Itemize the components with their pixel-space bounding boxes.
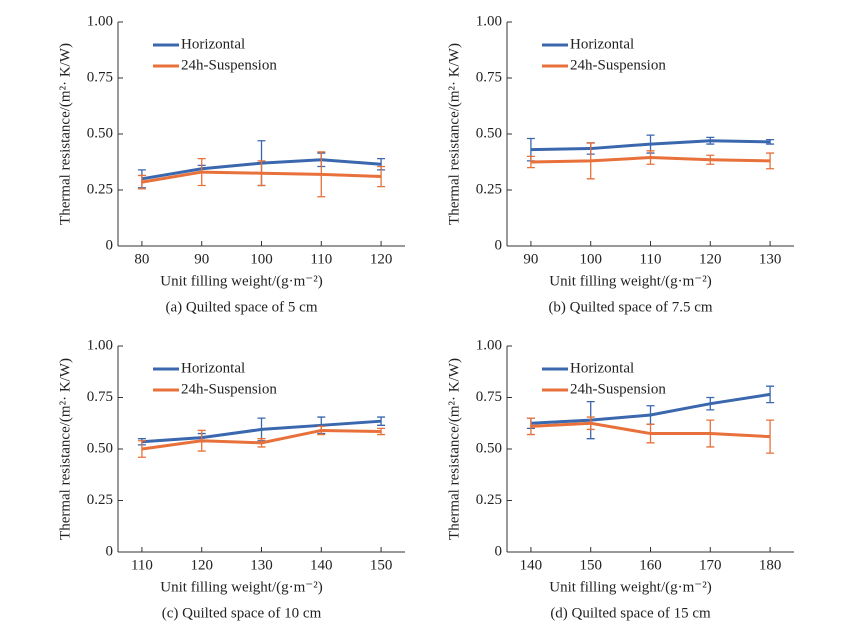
- y-tick-label: 0: [495, 237, 503, 253]
- legend-label: Horizontal: [570, 360, 634, 376]
- x-tick-label: 140: [520, 557, 543, 573]
- y-tick-label: 0.75: [476, 389, 502, 405]
- y-tick-label: 0.50: [87, 440, 113, 456]
- x-tick-label: 110: [131, 557, 153, 573]
- y-tick-label: 0: [495, 543, 503, 559]
- error-bar: [197, 429, 206, 452]
- x-axis-label: Unit filling weight/(g·m⁻²): [549, 273, 711, 289]
- error-bar: [766, 419, 775, 454]
- y-tick-label: 0.25: [476, 492, 502, 508]
- x-tick-label: 120: [370, 251, 393, 267]
- x-tick-label: 150: [579, 557, 602, 573]
- x-tick-label: 130: [250, 557, 273, 573]
- error-bar: [706, 419, 715, 448]
- error-bar: [526, 155, 535, 169]
- x-tick-label: 180: [759, 557, 782, 573]
- error-bar: [257, 438, 266, 448]
- y-tick-label: 1.00: [87, 13, 113, 29]
- legend-label: 24h-Suspension: [570, 57, 666, 73]
- y-tick-label: 0: [106, 543, 114, 559]
- y-tick-label: 0: [106, 237, 114, 253]
- error-bar: [377, 165, 386, 188]
- caption: (d) Quilted space of 15 cm: [550, 605, 711, 621]
- error-bar: [766, 385, 775, 404]
- legend-label: Horizontal: [570, 36, 634, 52]
- x-tick-label: 90: [194, 251, 209, 267]
- error-bar: [317, 425, 326, 436]
- y-tick-label: 0.50: [476, 440, 502, 456]
- error-bar: [137, 174, 146, 190]
- caption: (c) Quilted space of 10 cm: [162, 605, 322, 621]
- error-bar: [766, 152, 775, 170]
- x-axis-label: Unit filling weight/(g·m⁻²): [549, 579, 711, 595]
- y-tick-label: 0.75: [87, 389, 113, 405]
- y-tick-label: 0.50: [476, 125, 502, 141]
- x-tick-label: 170: [699, 557, 722, 573]
- caption: (b) Quilted space of 7.5 cm: [548, 299, 712, 315]
- x-tick-label: 80: [134, 251, 149, 267]
- y-tick-label: 1.00: [476, 337, 502, 353]
- y-tick-label: 0.25: [87, 492, 113, 508]
- error-bar: [257, 160, 266, 187]
- x-tick-label: 160: [639, 557, 662, 573]
- y-axis-label: Thermal resistance/(m²· K/W): [57, 43, 73, 225]
- error-bar: [377, 416, 386, 426]
- legend-label: 24h-Suspension: [181, 381, 277, 397]
- x-tick-label: 100: [579, 251, 602, 267]
- legend-label: 24h-Suspension: [570, 381, 666, 397]
- error-bar: [586, 416, 595, 431]
- error-bar: [766, 138, 775, 145]
- y-tick-label: 0.25: [87, 181, 113, 197]
- error-bar: [317, 151, 326, 198]
- x-tick-label: 100: [250, 251, 273, 267]
- caption: (a) Quilted space of 5 cm: [165, 299, 317, 315]
- y-axis-label: Thermal resistance/(m²· K/W): [446, 358, 462, 540]
- error-bar: [646, 150, 655, 165]
- x-tick-label: 120: [699, 251, 722, 267]
- x-tick-label: 110: [640, 251, 662, 267]
- error-bar: [526, 417, 535, 436]
- y-tick-label: 1.00: [476, 13, 502, 29]
- y-axis-label: Thermal resistance/(m²· K/W): [446, 43, 462, 225]
- error-bar: [377, 427, 386, 436]
- error-bar: [706, 396, 715, 411]
- legend-label: Horizontal: [181, 36, 245, 52]
- y-tick-label: 0.75: [87, 69, 113, 85]
- x-tick-label: 120: [190, 557, 213, 573]
- error-bar: [706, 154, 715, 165]
- x-tick-label: 150: [370, 557, 393, 573]
- x-tick-label: 140: [310, 557, 333, 573]
- y-axis-label: Thermal resistance/(m²· K/W): [57, 358, 73, 540]
- error-bar: [706, 136, 715, 145]
- x-tick-label: 90: [523, 251, 538, 267]
- x-tick-label: 110: [310, 251, 332, 267]
- y-tick-label: 0.50: [87, 125, 113, 141]
- error-bar: [646, 423, 655, 444]
- y-tick-label: 1.00: [87, 337, 113, 353]
- x-axis-label: Unit filling weight/(g·m⁻²): [160, 273, 322, 289]
- error-bar: [137, 440, 146, 458]
- y-tick-label: 0.25: [476, 181, 502, 197]
- error-bar: [586, 142, 595, 180]
- legend-label: 24h-Suspension: [181, 57, 277, 73]
- legend-label: Horizontal: [181, 360, 245, 376]
- y-tick-label: 0.75: [476, 69, 502, 85]
- x-axis-label: Unit filling weight/(g·m⁻²): [160, 579, 322, 595]
- x-tick-label: 130: [759, 251, 782, 267]
- error-bar: [197, 157, 206, 187]
